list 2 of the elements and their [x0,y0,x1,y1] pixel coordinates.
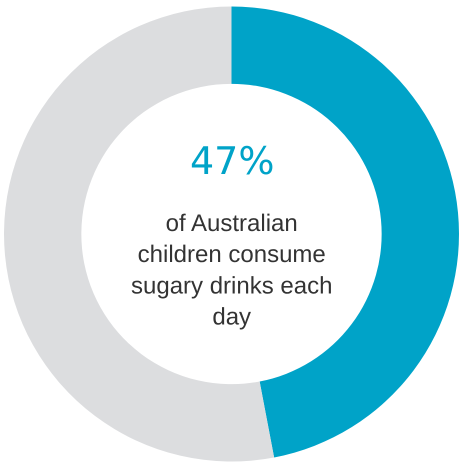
text: of Australian children consume sugary drinks each day [131,210,332,331]
data-label: 47% [190,139,274,183]
